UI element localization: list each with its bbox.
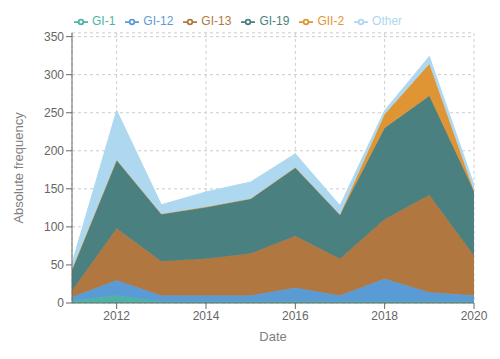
svg-text:350: 350 [44,30,64,44]
svg-text:200: 200 [44,144,64,158]
svg-text:150: 150 [44,182,64,196]
svg-text:300: 300 [44,68,64,82]
svg-text:250: 250 [44,106,64,120]
svg-text:2014: 2014 [193,309,220,323]
html-text:GI-13: GI-13 [201,14,232,28]
html-text:GI-1: GI-1 [92,14,116,28]
html-text:GII-2: GII-2 [317,14,345,28]
svg-text:50: 50 [51,258,65,272]
html-text:GI-12: GI-12 [143,14,174,28]
svg-text:Date: Date [259,329,286,344]
svg-text:2018: 2018 [371,309,398,323]
html-text:GI-19: GI-19 [259,14,290,28]
svg-text:0: 0 [57,296,64,310]
svg-text:Absolute frequency: Absolute frequency [11,112,26,224]
svg-text:100: 100 [44,220,64,234]
html-text:Other: Other [372,14,403,28]
svg-text:2012: 2012 [103,309,130,323]
svg-text:2020: 2020 [461,309,488,323]
svg-text:2016: 2016 [282,309,309,323]
